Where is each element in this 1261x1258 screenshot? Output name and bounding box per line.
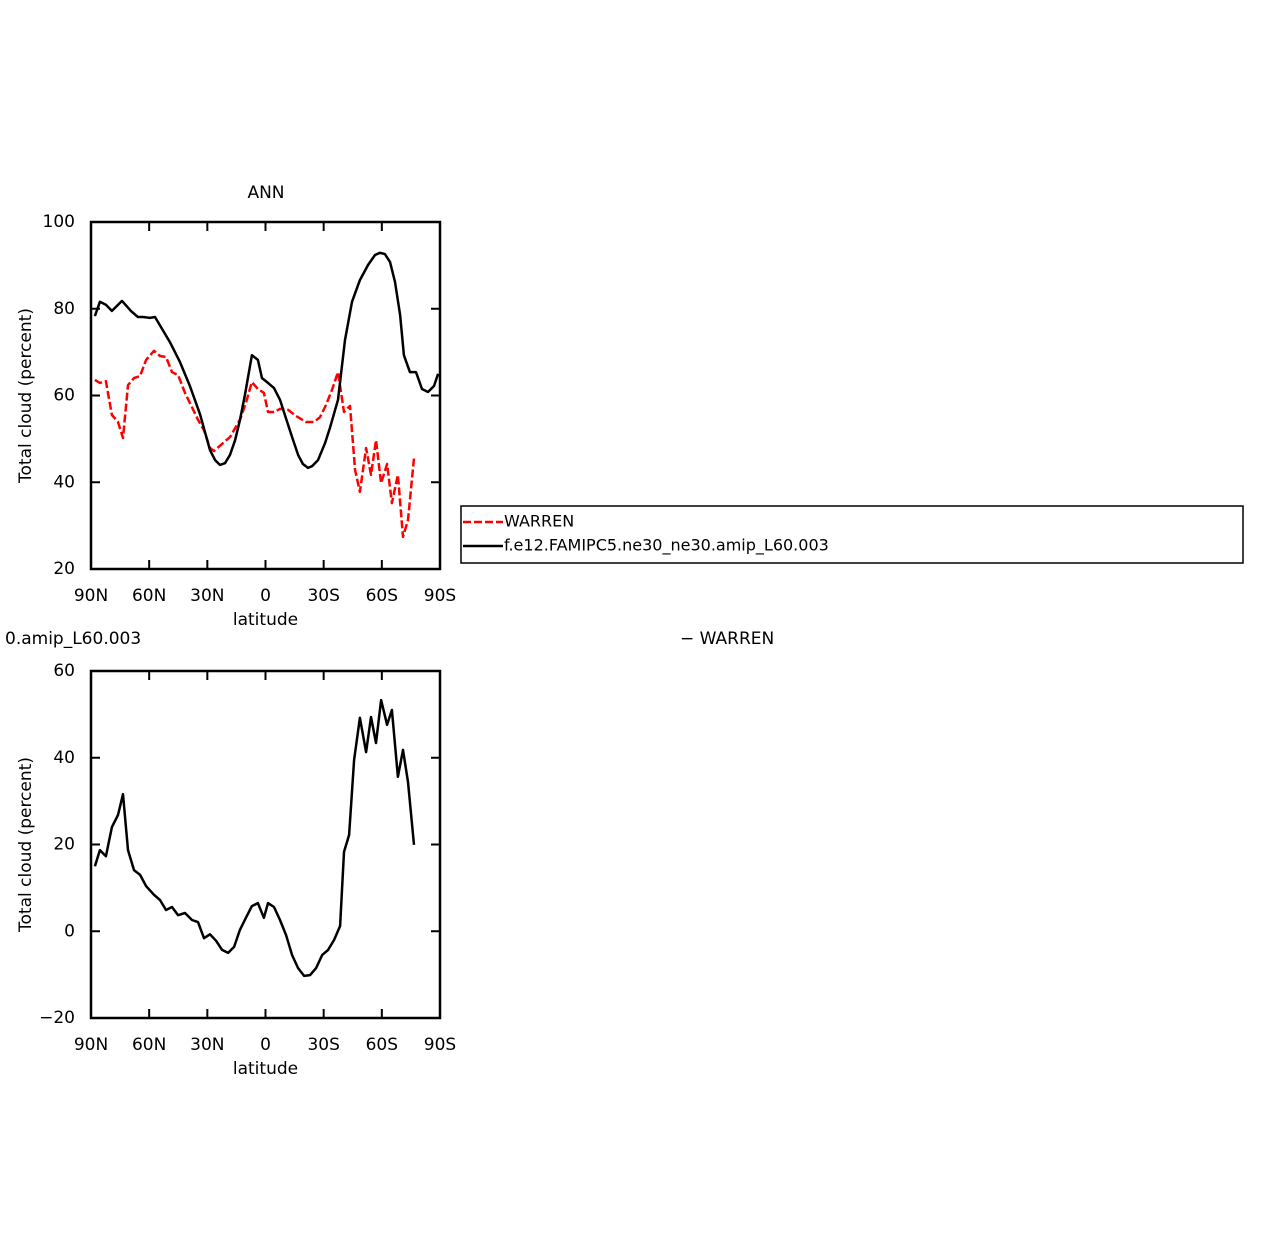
- data-line: [93, 251, 440, 470]
- x-tick-label: 90N: [74, 1035, 108, 1055]
- y-tick-label: 20: [53, 559, 75, 579]
- x-tick-label: 90S: [424, 586, 456, 606]
- chart-title: 0.amip_L60.003: [5, 629, 141, 649]
- data-line: [93, 698, 416, 978]
- x-tick-label: 30S: [307, 1035, 339, 1055]
- x-tick-label: 90S: [424, 1035, 456, 1055]
- y-axis-label: Total cloud (percent): [16, 757, 36, 933]
- y-tick-label: 40: [53, 472, 75, 492]
- y-tick-label: 80: [53, 299, 75, 319]
- y-axis-label: Total cloud (percent): [16, 308, 36, 484]
- y-tick-label: 40: [53, 748, 75, 768]
- legend-label: f.e12.FAMIPC5.ne30_ne30.amip_L60.003: [504, 536, 829, 556]
- x-tick-label: 30N: [190, 586, 224, 606]
- chart-title: ANN: [247, 183, 284, 203]
- x-axis-label: latitude: [233, 610, 298, 630]
- y-tick-label: −20: [39, 1008, 75, 1028]
- x-tick-label: 30S: [307, 586, 339, 606]
- chart-title: − WARREN: [680, 629, 774, 649]
- y-tick-label: 60: [53, 661, 75, 681]
- x-tick-label: 0: [260, 1035, 271, 1055]
- x-tick-label: 60S: [366, 586, 398, 606]
- legend-box: [460, 505, 1244, 564]
- x-tick-label: 60N: [132, 1035, 166, 1055]
- data-line: [94, 349, 416, 539]
- x-tick-label: 90N: [74, 586, 108, 606]
- y-tick-label: 0: [64, 921, 75, 941]
- x-tick-label: 60N: [132, 586, 166, 606]
- x-tick-label: 30N: [190, 1035, 224, 1055]
- x-tick-label: 60S: [366, 1035, 398, 1055]
- y-tick-label: 60: [53, 386, 75, 406]
- x-axis-label: latitude: [233, 1059, 298, 1079]
- legend-label: WARREN: [504, 512, 574, 531]
- x-tick-label: 0: [260, 586, 271, 606]
- y-tick-label: 20: [53, 835, 75, 855]
- y-tick-label: 100: [43, 212, 75, 232]
